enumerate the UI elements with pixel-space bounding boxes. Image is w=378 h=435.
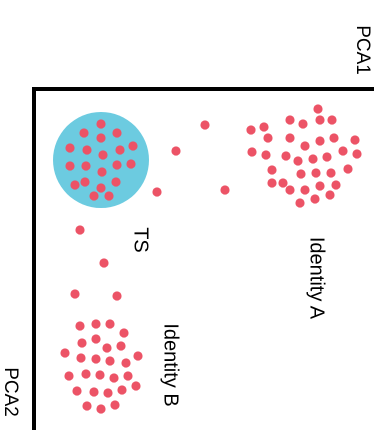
label-identity-a: Identity A: [306, 237, 328, 320]
scatter-dot: [293, 156, 303, 166]
scatter-dot: [89, 191, 99, 201]
scatter-dot: [79, 128, 89, 138]
scatter-dot: [96, 404, 106, 414]
scatter-dot: [109, 373, 119, 383]
scatter-dot: [70, 180, 80, 190]
scatter-dot: [326, 168, 336, 178]
scatter-dot: [121, 358, 131, 368]
scatter-dot: [313, 104, 323, 114]
scatter-dot: [133, 351, 143, 361]
scatter-dot: [81, 369, 91, 379]
scatter-dot: [98, 150, 108, 160]
scatter-dot: [308, 154, 318, 164]
scatter-dot: [298, 119, 308, 129]
scatter-dot: [112, 128, 122, 138]
scatter-dot: [64, 371, 74, 381]
scatter-dot: [126, 159, 136, 169]
scatter-dot: [267, 165, 277, 175]
scatter-dot: [112, 160, 122, 170]
scatter-dot: [115, 145, 125, 155]
scatter-dot: [77, 338, 87, 348]
scatter-dot: [310, 194, 320, 204]
scatter-dot: [111, 177, 121, 187]
scatter-dot: [343, 164, 353, 174]
scatter-dot: [103, 388, 113, 398]
scatter-dot: [104, 191, 114, 201]
scatter-dot: [331, 180, 341, 190]
scatter-dot: [96, 119, 106, 129]
scatter-dot: [246, 125, 256, 135]
scatter-dot: [60, 348, 70, 358]
scatter-dot: [315, 115, 325, 125]
scatter-dot: [96, 133, 106, 143]
scatter-dot: [82, 145, 92, 155]
scatter-dot: [70, 289, 80, 299]
scatter-dot: [72, 386, 82, 396]
scatter-dot: [128, 141, 138, 151]
scatter-dot: [327, 115, 337, 125]
scatter-dot: [267, 178, 277, 188]
scatter-dot: [311, 168, 321, 178]
scatter-dot: [95, 370, 105, 380]
scatter-dot: [75, 225, 85, 235]
scatter-dot: [300, 141, 310, 151]
scatter-dot: [91, 319, 101, 329]
scatter-dot: [75, 321, 85, 331]
scatter-dot: [296, 169, 306, 179]
axis-label-pca1: PCA1: [352, 25, 373, 75]
scatter-dot: [281, 151, 291, 161]
scatter-dot: [123, 371, 133, 381]
scatter-dot: [82, 401, 92, 411]
scatter-dot: [112, 291, 122, 301]
label-ts: TS: [130, 227, 152, 253]
scatter-dot: [285, 133, 295, 143]
scatter-dot: [322, 152, 332, 162]
scatter-dot: [220, 185, 230, 195]
scatter-dot: [117, 385, 127, 395]
scatter-dot: [295, 198, 305, 208]
scatter-dot: [97, 167, 107, 177]
scatter-dot: [105, 356, 115, 366]
axis-label-pca2: PCA2: [0, 367, 21, 417]
scatter-dot: [350, 135, 360, 145]
scatter-dot: [76, 353, 86, 363]
scatter-dots: [60, 104, 362, 414]
scatter-dot: [352, 149, 362, 159]
scatter-dot: [99, 258, 109, 268]
scatter-dot: [102, 343, 112, 353]
scatter-dot: [329, 133, 339, 143]
scatter-dot: [91, 334, 101, 344]
scatter-dot: [315, 181, 325, 191]
scatter-dot: [65, 143, 75, 153]
scatter-dot: [81, 161, 91, 171]
scatter-dot: [80, 177, 90, 187]
scatter-dot: [315, 136, 325, 146]
label-identity-b: Identity B: [160, 323, 182, 406]
scatter-dot: [325, 190, 335, 200]
scatter-dot: [110, 400, 120, 410]
scatter-dot: [65, 161, 75, 171]
scatter-dot: [200, 120, 210, 130]
scatter-dot: [116, 341, 126, 351]
scatter-dot: [259, 122, 269, 132]
axis-lines: [32, 87, 374, 430]
scatter-dot: [300, 185, 310, 195]
scatter-dot: [89, 387, 99, 397]
scatter-dot: [152, 187, 162, 197]
scatter-dot: [278, 178, 288, 188]
scatter-dot: [247, 147, 257, 157]
scatter-dot: [285, 115, 295, 125]
scatter-dot: [338, 146, 348, 156]
scatter-dot: [105, 319, 115, 329]
scatter-dot: [285, 185, 295, 195]
scatter-dot: [171, 146, 181, 156]
scatter-dot: [263, 133, 273, 143]
scatter-dot: [91, 354, 101, 364]
scatter-dot: [119, 328, 129, 338]
scatter-dot: [131, 381, 141, 391]
scatter-dot: [96, 183, 106, 193]
scatter-dot: [261, 150, 271, 160]
